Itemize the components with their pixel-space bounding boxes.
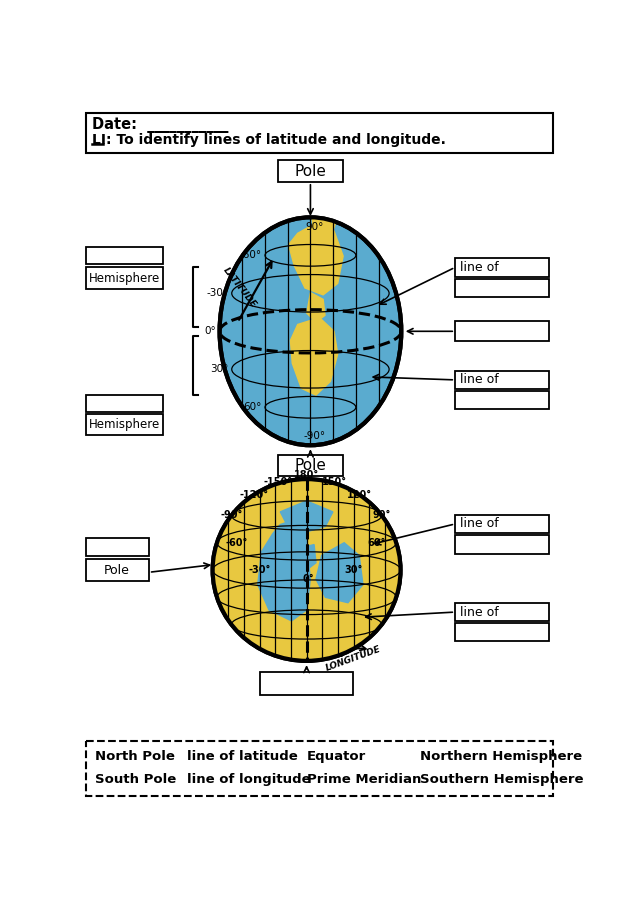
Polygon shape [212,479,401,661]
Text: Hemisphere: Hemisphere [88,418,159,431]
Text: 60°: 60° [367,537,385,548]
Text: 0°: 0° [205,327,217,337]
Text: 150°: 150° [322,477,348,487]
Bar [455,279,549,297]
Text: line of longitude: line of longitude [188,773,311,786]
Text: line of: line of [460,261,498,274]
Text: 90°: 90° [305,221,323,231]
Text: -60°: -60° [240,250,262,260]
Text: Prime Meridian: Prime Meridian [307,773,421,786]
Text: LI: To identify lines of latitude and longitude.: LI: To identify lines of latitude and lo… [92,133,445,148]
Text: line of: line of [460,374,498,386]
Text: -60°: -60° [226,537,248,548]
Text: Date:  ___________: Date: ___________ [92,117,228,133]
Text: South Pole: South Pole [95,773,176,786]
Ellipse shape [212,479,401,661]
Text: 30°: 30° [345,565,363,575]
Text: -30°: -30° [249,565,271,575]
Polygon shape [288,224,343,295]
Text: line of: line of [460,606,498,618]
Ellipse shape [219,217,401,446]
Polygon shape [258,516,310,621]
Ellipse shape [212,479,401,661]
Text: Hemisphere: Hemisphere [88,272,159,284]
Text: 60°: 60° [244,402,262,412]
Polygon shape [295,544,316,570]
Bar [455,258,549,276]
Polygon shape [307,292,325,322]
Bar [85,537,149,556]
Text: 90°: 90° [373,510,391,520]
Text: LATITUDE: LATITUDE [221,266,258,310]
Text: Pole: Pole [295,458,326,473]
Bar [455,321,549,341]
Text: 0°: 0° [303,574,314,584]
Text: Pole: Pole [104,563,130,577]
Text: 120°: 120° [346,490,372,500]
Polygon shape [312,212,336,238]
Text: LONGITUDE: LONGITUDE [325,645,383,673]
Text: -90°: -90° [303,431,325,441]
Text: North Pole: North Pole [95,750,174,763]
Text: Pole: Pole [295,164,326,178]
Text: 180°: 180° [294,470,319,480]
Bar [85,559,149,580]
Text: Northern Hemisphere: Northern Hemisphere [420,750,582,763]
Bar [85,248,163,265]
Text: -90°: -90° [221,510,242,520]
Polygon shape [280,501,333,532]
Bar [455,623,549,642]
Bar [455,391,549,410]
Polygon shape [316,543,363,603]
Bar [85,112,553,153]
Bar [85,395,163,412]
Text: -120°: -120° [239,490,269,500]
Text: -30°: -30° [207,288,229,298]
Bar [278,160,343,182]
Bar [455,515,549,533]
Text: line of latitude: line of latitude [188,750,298,763]
Text: Equator: Equator [307,750,366,763]
Text: -150°: -150° [264,477,293,487]
Ellipse shape [219,217,401,446]
Bar [85,267,163,289]
Bar [455,371,549,389]
Polygon shape [290,318,338,395]
Bar [85,414,163,436]
Bar [85,741,553,796]
Text: 30°: 30° [211,364,229,374]
Bar [455,536,549,554]
Text: line of: line of [460,518,498,530]
Bar [455,603,549,621]
Bar [260,671,353,695]
Text: Southern Hemisphere: Southern Hemisphere [420,773,583,786]
Bar [278,454,343,476]
